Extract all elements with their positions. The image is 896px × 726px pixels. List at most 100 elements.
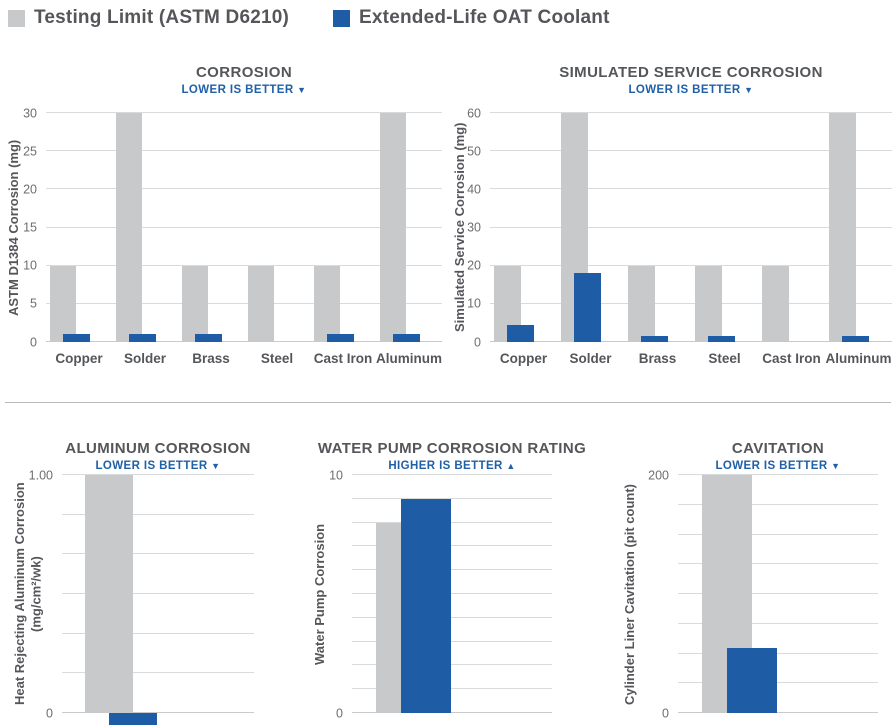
bar-oat-coolant xyxy=(109,713,158,725)
chart-corrosion: CORROSION LOWER IS BETTER ▼ ASTM D1384 C… xyxy=(0,60,450,380)
chart-legend: Testing Limit (ASTM D6210) Extended-Life… xyxy=(8,7,610,29)
gridline xyxy=(352,664,552,666)
y-axis-label-text: Simulated Service Corrosion (mg) xyxy=(451,122,467,333)
bar-oat-coolant xyxy=(195,334,222,342)
gridline xyxy=(678,563,878,565)
gridline xyxy=(46,112,442,113)
y-tick-label: 10 xyxy=(329,467,343,482)
chart-header: CAVITATION LOWER IS BETTER ▼ xyxy=(716,440,841,472)
chart-cavitation: CAVITATION LOWER IS BETTER ▼ Cylinder Li… xyxy=(600,434,896,726)
bar-oat-coolant xyxy=(63,334,90,342)
gridline xyxy=(490,302,892,304)
chart-subtitle-text: LOWER IS BETTER xyxy=(181,84,294,96)
gridline xyxy=(352,521,552,523)
gridline xyxy=(62,513,254,515)
gridline xyxy=(490,264,892,266)
gridline xyxy=(352,640,552,642)
plot-area: Simulated Service Corrosion (mg) 0 10 20 30… xyxy=(452,107,892,366)
bar-oat-coolant xyxy=(708,336,736,342)
x-category-label: Cast Iron xyxy=(313,351,373,366)
chart-subtitle: LOWER IS BETTER ▼ xyxy=(65,460,251,472)
y-axis-label-units: (mg/cm²/wk) xyxy=(27,556,43,632)
bar-oat-coolant xyxy=(129,334,156,342)
gridline xyxy=(678,652,878,654)
x-category-label: Copper xyxy=(499,351,548,366)
gridline xyxy=(678,503,878,505)
bar-oat-coolant xyxy=(574,273,602,342)
gridline xyxy=(352,712,552,713)
bar-testing-limit xyxy=(115,113,143,342)
chart-simulated-service-corrosion: SIMULATED SERVICE CORROSION LOWER IS BET… xyxy=(450,60,896,380)
gridline xyxy=(352,616,552,618)
gridline xyxy=(352,569,552,571)
chart-subtitle-text: LOWER IS BETTER xyxy=(715,460,828,472)
x-category-label: Steel xyxy=(260,351,294,366)
gridline xyxy=(62,712,254,713)
lower-is-better-arrow-icon: ▼ xyxy=(211,461,221,471)
bar-oat-coolant xyxy=(401,498,451,713)
gridline xyxy=(352,497,552,499)
gridline xyxy=(46,302,442,304)
chart-water-pump-corrosion-rating: WATER PUMP CORROSION RATING HIGHER IS BE… xyxy=(300,434,600,726)
gridline xyxy=(62,474,254,475)
lower-is-better-arrow-icon: ▼ xyxy=(744,85,754,95)
legend-item-testing-limit: Testing Limit (ASTM D6210) xyxy=(8,7,289,29)
gridline xyxy=(62,553,254,555)
bar-testing-limit xyxy=(247,265,275,342)
legend-item-oat-coolant: Extended-Life OAT Coolant xyxy=(333,7,610,29)
y-tick-label: 30 xyxy=(23,105,37,120)
y-axis-label: Heat Rejecting Aluminum Corrosion (mg/cm²… xyxy=(12,475,45,713)
gridline xyxy=(46,150,442,152)
chart-header: WATER PUMP CORROSION RATING HIGHER IS BE… xyxy=(318,440,586,472)
testing-limit-swatch-icon xyxy=(8,9,25,27)
gridline xyxy=(352,545,552,547)
gridline xyxy=(62,593,254,594)
chart-subtitle: HIGHER IS BETTER ▲ xyxy=(318,460,586,472)
bar-oat-coolant xyxy=(327,334,354,342)
chart-subtitle-text: LOWER IS BETTER xyxy=(95,460,208,472)
y-tick-label: 15 xyxy=(23,220,37,235)
x-category-label: Brass xyxy=(192,351,230,366)
y-tick-label: 20 xyxy=(467,258,481,273)
bar-oat-coolant xyxy=(727,647,777,713)
chart-subtitle: LOWER IS BETTER ▼ xyxy=(182,84,307,96)
chart-subtitle-text: LOWER IS BETTER xyxy=(628,84,741,96)
gridline xyxy=(490,112,892,113)
chart-subtitle-text: HIGHER IS BETTER xyxy=(388,460,503,472)
legend-label: Testing Limit (ASTM D6210) xyxy=(34,7,290,28)
x-category-label: Aluminum xyxy=(376,351,442,366)
y-axis-label: Simulated Service Corrosion (mg) xyxy=(452,113,468,342)
y-tick-label: 0 xyxy=(662,705,669,720)
x-category-label: Aluminum xyxy=(825,351,892,366)
y-tick-label: 10 xyxy=(23,258,37,273)
chart-title: SIMULATED SERVICE CORROSION xyxy=(559,64,823,81)
bar-testing-limit xyxy=(313,265,341,342)
gridline xyxy=(352,593,552,594)
gridline xyxy=(490,150,892,152)
gridline xyxy=(352,474,552,475)
y-axis-label-text: Cylinder Liner Cavitation (pit count) xyxy=(621,483,637,705)
y-tick-label: 30 xyxy=(467,220,481,235)
y-tick-label: 200 xyxy=(648,467,669,482)
gridline xyxy=(352,688,552,690)
bar-oat-coolant xyxy=(641,336,669,342)
chart-title: WATER PUMP CORROSION RATING xyxy=(317,440,587,457)
chart-title: CAVITATION xyxy=(731,440,825,457)
chart-subtitle: LOWER IS BETTER ▼ xyxy=(559,84,823,96)
plot-area: Cylinder Liner Cavitation (pit count) 0 2… xyxy=(622,469,878,719)
bar-oat-coolant xyxy=(507,324,535,342)
y-tick-label: 0 xyxy=(336,705,343,720)
chart-title: CORROSION xyxy=(195,64,293,81)
y-axis-label: Water Pump Corrosion xyxy=(312,475,328,713)
bar-testing-limit xyxy=(181,265,209,342)
gridline xyxy=(678,474,878,475)
y-tick-label: 50 xyxy=(467,143,481,158)
plot-area: Water Pump Corrosion 0 10 xyxy=(312,469,552,719)
bar-oat-coolant xyxy=(393,334,420,342)
x-category-label: Brass xyxy=(638,351,677,366)
x-category-label: Solder xyxy=(569,351,612,366)
y-axis-label: Cylinder Liner Cavitation (pit count) xyxy=(622,475,638,713)
y-tick-label: 0 xyxy=(30,334,37,349)
gridline xyxy=(678,593,878,594)
